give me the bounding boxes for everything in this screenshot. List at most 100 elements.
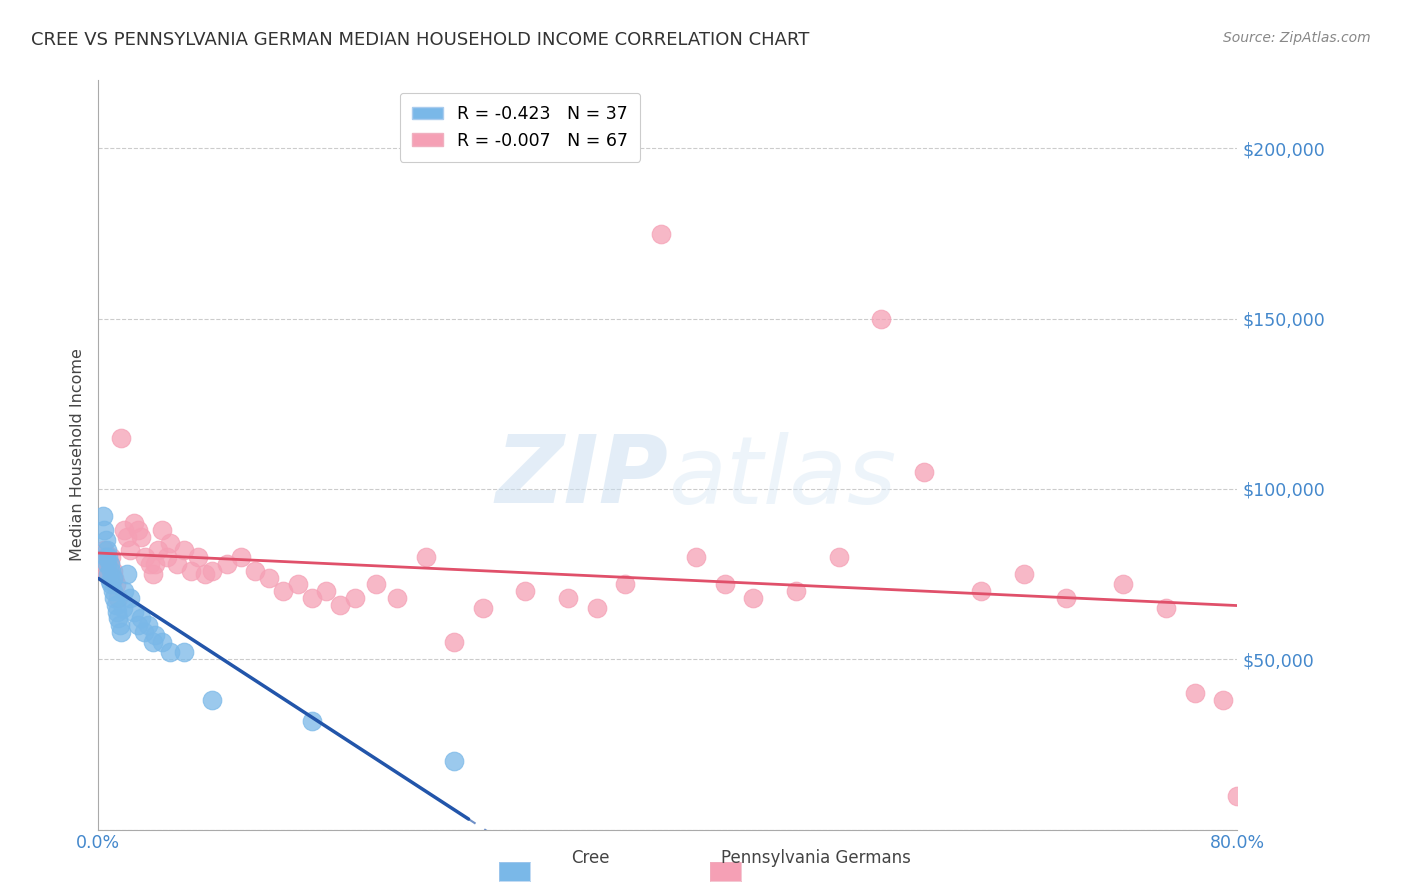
Point	[145, 628, 167, 642]
Text: Source: ZipAtlas.com: Source: ZipAtlas.com	[1223, 31, 1371, 45]
Point	[1226, 789, 1249, 803]
Point	[112, 523, 135, 537]
Point	[145, 557, 167, 571]
Point	[94, 550, 117, 565]
Point	[97, 567, 120, 582]
Point	[108, 618, 131, 632]
Text: ZIP: ZIP	[495, 432, 668, 524]
Y-axis label: Median Household Income: Median Household Income	[69, 349, 84, 561]
Point	[387, 591, 409, 605]
Point	[273, 584, 295, 599]
Point	[94, 557, 117, 571]
Point	[315, 584, 337, 599]
Point	[111, 601, 134, 615]
Point	[329, 598, 352, 612]
Point	[104, 598, 127, 612]
Point	[152, 523, 174, 537]
Point	[443, 635, 465, 649]
Point	[301, 714, 323, 728]
Legend: R = -0.423   N = 37, R = -0.007   N = 67: R = -0.423 N = 37, R = -0.007 N = 67	[399, 93, 640, 161]
Point	[166, 557, 188, 571]
Point	[107, 611, 129, 625]
Point	[118, 543, 141, 558]
Point	[134, 550, 156, 565]
Text: Pennsylvania Germans: Pennsylvania Germans	[720, 849, 911, 867]
Point	[100, 564, 122, 578]
Point	[115, 530, 138, 544]
Point	[912, 465, 935, 479]
Point	[650, 227, 672, 241]
Point	[187, 550, 209, 565]
Point	[415, 550, 437, 565]
Point	[343, 591, 366, 605]
Point	[127, 523, 149, 537]
Point	[100, 550, 122, 565]
Point	[259, 570, 281, 584]
Point	[828, 550, 851, 565]
Point	[614, 577, 637, 591]
Text: Cree: Cree	[571, 849, 610, 867]
Text: CREE VS PENNSYLVANIA GERMAN MEDIAN HOUSEHOLD INCOME CORRELATION CHART: CREE VS PENNSYLVANIA GERMAN MEDIAN HOUSE…	[31, 31, 810, 49]
Point	[471, 601, 494, 615]
Point	[515, 584, 537, 599]
Point	[93, 523, 115, 537]
Point	[159, 536, 181, 550]
Point	[132, 625, 155, 640]
Point	[194, 567, 217, 582]
Point	[103, 591, 125, 605]
Point	[201, 693, 224, 707]
Point	[287, 577, 309, 591]
Point	[100, 577, 122, 591]
Point	[141, 567, 163, 582]
Point	[1056, 591, 1078, 605]
Point	[136, 618, 159, 632]
Point	[115, 567, 138, 582]
Point	[148, 543, 170, 558]
Point	[201, 564, 224, 578]
Point	[127, 618, 149, 632]
Point	[122, 605, 145, 619]
Point	[101, 584, 124, 599]
Point	[101, 564, 124, 578]
Point	[107, 591, 129, 605]
Point	[94, 533, 117, 547]
Point	[93, 543, 115, 558]
Point	[104, 577, 127, 591]
Point	[685, 550, 707, 565]
Point	[96, 543, 118, 558]
Point	[364, 577, 387, 591]
Point	[1212, 693, 1234, 707]
Point	[138, 557, 160, 571]
Point	[118, 591, 141, 605]
Point	[585, 601, 607, 615]
Point	[870, 311, 893, 326]
Point	[742, 591, 765, 605]
Text: atlas: atlas	[668, 432, 896, 523]
Point	[173, 645, 195, 659]
Point	[152, 635, 174, 649]
Point	[101, 570, 124, 584]
Point	[91, 509, 114, 524]
Point	[229, 550, 252, 565]
Point	[243, 564, 266, 578]
Point	[97, 550, 120, 565]
Point	[301, 591, 323, 605]
Point	[173, 543, 195, 558]
Point	[1012, 567, 1035, 582]
Point	[970, 584, 993, 599]
Point	[122, 516, 145, 530]
Point	[557, 591, 579, 605]
Point	[1184, 686, 1206, 700]
Point	[159, 645, 181, 659]
Point	[98, 574, 121, 588]
Point	[98, 557, 121, 571]
Point	[112, 584, 135, 599]
Point	[91, 550, 114, 565]
Point	[110, 625, 132, 640]
Point	[105, 605, 128, 619]
Point	[96, 567, 118, 582]
Point	[103, 570, 125, 584]
Point	[714, 577, 737, 591]
Point	[156, 550, 179, 565]
Point	[129, 611, 152, 625]
